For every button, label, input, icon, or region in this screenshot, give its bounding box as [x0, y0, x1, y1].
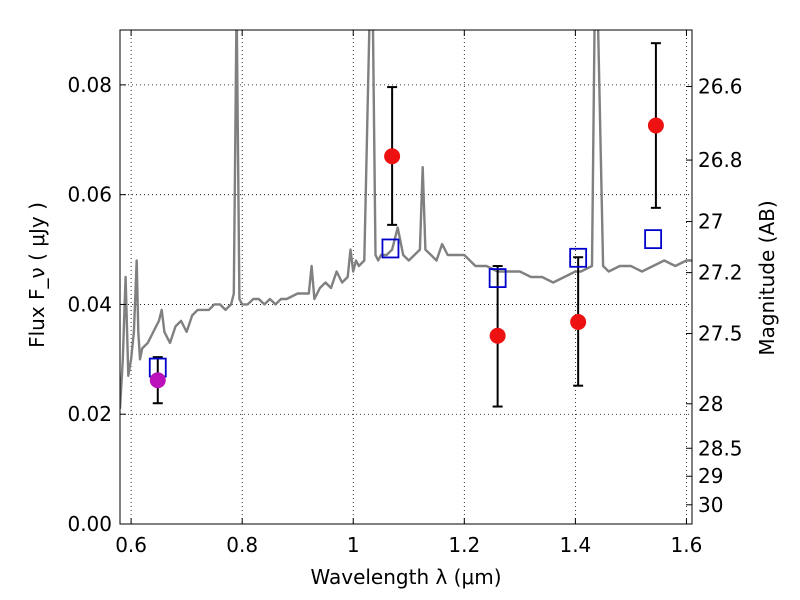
tick-layer: 0.6 0.8 1 1.2 1.4 1.6 0.00 0.02 0.04 0.06 0.08 26.6… [67, 30, 743, 557]
y-tick-label: 0.02 [67, 402, 112, 426]
model-square-marker [569, 247, 588, 268]
observed-flux-point [489, 327, 506, 344]
model-square-marker [488, 268, 507, 288]
right-tick-label: 28.5 [698, 436, 743, 460]
y-axis-label: Flux F_ν ( μJy ) [25, 202, 49, 348]
marker-layer [148, 117, 664, 389]
observed-flux-point [570, 314, 587, 331]
right-tick-label: 27.2 [698, 261, 743, 285]
x-axis-label: Wavelength λ (μm) [310, 565, 501, 589]
observed-flux-point [384, 148, 401, 165]
y-tick-label: 0.00 [67, 512, 112, 536]
x-tick-label: 1.6 [671, 533, 703, 557]
right-tick-label: 26.8 [698, 148, 743, 172]
grid-layer [120, 30, 692, 525]
right-tick-label: 28 [698, 392, 723, 416]
spectrum-line [120, 30, 692, 409]
right-tick-label: 27 [698, 210, 723, 234]
right-tick-label: 29 [698, 464, 723, 488]
right-tick-label: 26.6 [698, 75, 743, 99]
x-tick-label: 0.8 [226, 533, 258, 557]
observed-flux-point [647, 117, 664, 134]
y-tick-label: 0.08 [67, 73, 112, 97]
plot-frame [119, 29, 693, 525]
right-tick-label: 30 [698, 493, 723, 517]
x-tick-label: 1 [347, 533, 360, 557]
model-square-marker [381, 238, 400, 259]
y-tick-label: 0.04 [67, 292, 112, 316]
right-axis-label: Magnitude (AB) [755, 200, 779, 355]
spectrum-layer [120, 30, 692, 409]
right-tick-label: 27.5 [698, 322, 743, 346]
x-tick-label: 1.2 [448, 533, 480, 557]
y-tick-label: 0.06 [67, 183, 112, 207]
optical-flux-point [149, 372, 166, 389]
model-square-marker [644, 229, 663, 250]
errorbar-layer [152, 42, 661, 408]
x-tick-label: 0.6 [115, 533, 147, 557]
x-tick-label: 1.4 [559, 533, 591, 557]
